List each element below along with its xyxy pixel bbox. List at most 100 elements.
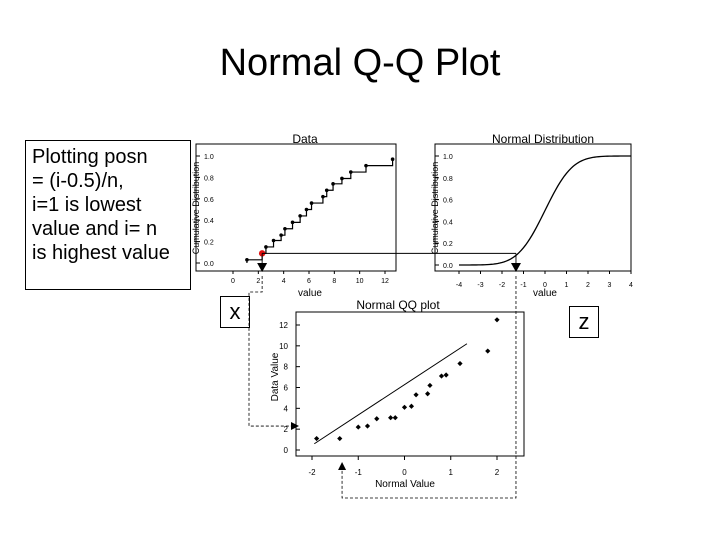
normal-cdf-xtick-label: -1 [520, 282, 526, 289]
z-label-box: z [569, 306, 599, 338]
qq-point [413, 392, 419, 398]
data-cdf-point [304, 207, 309, 212]
normal-cdf-ytick-label: 0.2 [443, 241, 453, 248]
qq-point [392, 415, 398, 421]
note-line: = (i-0.5)/n, [32, 170, 124, 192]
qq-point [438, 373, 445, 379]
data-cdf-xtick-label: 0 [231, 278, 235, 285]
data-cdf-point [324, 188, 329, 193]
data-cdf-step-line [246, 159, 394, 263]
normal-cdf-xlabel: value [533, 288, 557, 299]
note-line: value and i= n [32, 218, 158, 240]
normal-cdf-frame [434, 143, 632, 272]
normal-cdf-ytick-label: 0.0 [443, 263, 453, 270]
qq-point [443, 372, 449, 378]
qq-point [401, 404, 408, 410]
data-cdf-ylabel: Cumulative Distribution [191, 162, 201, 255]
qq-ytick-label: 12 [279, 321, 288, 330]
data-cdf-point [390, 157, 395, 162]
data-cdf-ytick-label: 0.2 [204, 240, 214, 247]
qq-point [494, 317, 500, 323]
data-cdf-point [298, 214, 302, 218]
connector-normal-to-qq-x [341, 276, 517, 499]
data-cdf-xtick-label: 8 [332, 278, 336, 285]
qq-ytick-label: 0 [284, 446, 289, 455]
normal-cdf-ytick-label: 0.4 [443, 219, 453, 226]
data-cdf-point [264, 245, 268, 249]
data-cdf-point [271, 238, 276, 243]
qq-point [364, 423, 371, 429]
normal-cdf-ytick-label: 0.8 [443, 176, 453, 183]
data-cdf-point [309, 201, 314, 205]
qq-ytick-label: 2 [284, 425, 289, 434]
qq-y-arrow-icon [291, 422, 299, 431]
normal-cdf-xtick-label: 0 [543, 282, 547, 289]
normal-cdf-panel: Normal Distribution value Cumulative Dis… [430, 132, 633, 299]
normal-cdf-ylabel: Cumulative Distribution [430, 162, 440, 255]
data-cdf-xtick-label: 2 [256, 278, 260, 285]
qq-xlabel: Normal Value [375, 479, 435, 490]
qq-xtick-label: -1 [355, 468, 363, 477]
data-cdf-ytick-label: 0.6 [204, 197, 214, 204]
normal-cdf-xtick-label: -2 [499, 282, 505, 289]
data-cdf-xtick-label: 4 [282, 278, 286, 285]
normal-cdf-xtick-label: 2 [586, 282, 590, 289]
data-cdf-point [290, 220, 295, 225]
qq-xtick-label: 1 [449, 468, 454, 477]
qq-xtick-label: 2 [495, 468, 500, 477]
data-cdf-ytick-label: 0.0 [204, 261, 214, 268]
data-cdf-panel: Data value Cumulative Distribution 0.0 0.… [191, 132, 397, 299]
qq-ytick-label: 10 [279, 342, 288, 351]
qq-point [337, 435, 343, 442]
normal-cdf-xtick-label: -3 [477, 282, 483, 289]
normal-cdf-xtick-label: 1 [565, 282, 569, 289]
qq-x-arrow-icon [338, 462, 347, 470]
qq-point [408, 403, 415, 409]
data-cdf-point [340, 176, 344, 181]
normal-cdf-xtick-label: 3 [608, 282, 612, 289]
note-line: is highest value [32, 242, 170, 264]
data-cdf-xlabel: value [298, 288, 322, 299]
connector-data-to-qq-y [248, 276, 291, 427]
data-cdf-point [283, 226, 287, 231]
qq-frame [295, 311, 525, 457]
data-cdf-point [331, 182, 335, 186]
normal-cdf-title: Normal Distribution [492, 132, 594, 146]
connector-lines [248, 252, 521, 499]
data-cdf-xtick-label: 10 [356, 278, 364, 285]
data-cdf-ytick-label: 1.0 [204, 154, 214, 161]
normal-cdf-ytick-label: 0.6 [443, 198, 453, 205]
qq-title: Normal QQ plot [356, 298, 440, 312]
normal-cdf-ytick-label: 1.0 [443, 154, 453, 161]
qq-ytick-label: 8 [284, 363, 289, 372]
qq-scatter-panel: Normal QQ plot Normal Value Data Value 0… [270, 298, 525, 490]
qq-fit-line [314, 343, 468, 445]
note-line: Plotting posn [32, 146, 148, 168]
qq-point [427, 382, 433, 389]
data-cdf-point [245, 257, 249, 262]
note-line: i=1 is lowest [32, 194, 142, 216]
plotting-position-note: Plotting posn = (i-0.5)/n, i=1 is lowest… [25, 140, 191, 290]
normal-cdf-xtick-label: 4 [629, 282, 633, 289]
data-cdf-xtick-label: 6 [307, 278, 311, 285]
data-cdf-point [364, 163, 368, 168]
qq-point [388, 415, 394, 421]
qq-point [374, 416, 380, 422]
qq-xtick-label: -2 [308, 468, 316, 477]
data-cdf-point [279, 233, 283, 237]
normal-axis-arrow-icon [510, 263, 521, 272]
data-cdf-xtick-label: 12 [381, 278, 389, 285]
qq-xtick-label: 0 [402, 468, 407, 477]
qq-point [355, 424, 361, 430]
normal-cdf-curve [458, 155, 632, 266]
data-cdf-title: Data [292, 132, 318, 146]
x-label-box: x [220, 296, 250, 328]
slide-title: Normal Q-Q Plot [219, 42, 501, 84]
data-cdf-ytick-label: 0.8 [204, 175, 214, 182]
normal-cdf-xtick-label: -4 [456, 282, 462, 289]
data-cdf-point [321, 194, 325, 199]
data-cdf-frame [195, 143, 397, 272]
data-axis-arrow-icon [257, 263, 268, 272]
qq-point [425, 391, 431, 397]
